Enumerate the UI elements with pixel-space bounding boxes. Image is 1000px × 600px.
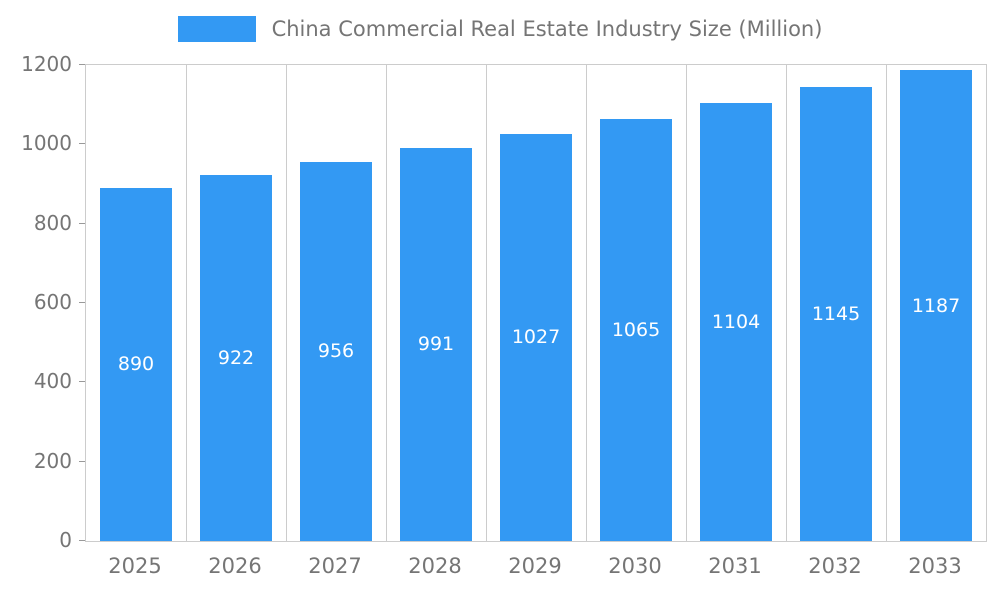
bar-value-label: 991 [417, 333, 455, 356]
x-axis-tick-label: 2030 [608, 554, 662, 578]
gridline-vertical [185, 65, 187, 541]
bar-value-label: 922 [217, 347, 255, 370]
y-axis-tick-mark [79, 381, 85, 383]
y-axis-tick-mark [79, 460, 85, 462]
bar-slot: 1065 [586, 65, 686, 541]
x-axis-tick-label: 2029 [508, 554, 562, 578]
gridline-vertical [585, 65, 587, 541]
bar-value-label: 1104 [711, 311, 761, 334]
bar-value-label: 1145 [811, 302, 861, 325]
x-axis-tick-label: 2028 [408, 554, 462, 578]
gridline-vertical [685, 65, 687, 541]
bar-value-label: 1027 [511, 326, 561, 349]
y-axis-tick-mark [79, 143, 85, 145]
y-axis-tick-label: 0 [59, 528, 72, 552]
bar-slot: 956 [286, 65, 386, 541]
gridline-vertical [485, 65, 487, 541]
legend-swatch [177, 16, 256, 42]
bar-value-label: 890 [117, 353, 155, 376]
bar-slot: 922 [186, 65, 286, 541]
bar-slot: 991 [386, 65, 486, 541]
y-axis-tick-label: 600 [33, 290, 72, 314]
bar[interactable]: 1145 [800, 86, 872, 541]
x-axis-tick-label: 2033 [908, 554, 962, 578]
x-axis-tick-label: 2032 [808, 554, 862, 578]
x-axis-tick-label: 2025 [108, 554, 162, 578]
bar[interactable]: 1187 [900, 70, 972, 541]
x-axis-tick-label: 2027 [308, 554, 362, 578]
bar[interactable]: 890 [100, 187, 172, 541]
chart-title: China Commercial Real Estate Industry Si… [271, 17, 823, 41]
bar-value-label: 1187 [911, 294, 961, 317]
y-axis-tick-mark [79, 302, 85, 303]
bar-value-label: 1065 [611, 318, 661, 341]
bar-slot: 890 [86, 65, 186, 541]
gridline-vertical [785, 65, 787, 541]
bar-slot: 1187 [886, 65, 986, 541]
gridline-vertical [285, 65, 287, 541]
y-axis-tick-mark [79, 222, 85, 224]
bar-value-label: 956 [317, 340, 355, 363]
y-axis-tick-label: 1000 [21, 131, 72, 156]
chart-legend: China Commercial Real Estate Industry Si… [0, 16, 1000, 42]
bar[interactable]: 1065 [600, 118, 672, 541]
y-axis-tick-label: 1200 [21, 52, 72, 76]
y-axis-tick-label: 200 [33, 448, 72, 473]
gridline-vertical [885, 65, 887, 541]
y-axis-tick-label: 400 [33, 369, 72, 394]
y-axis-tick-mark [79, 64, 85, 65]
bar-slot: 1027 [486, 65, 586, 541]
y-axis-tick-label: 800 [33, 210, 72, 235]
bar[interactable]: 1027 [500, 133, 572, 541]
plot-area: 890 922 956 991 1027 1065 1104 1145 1187 [85, 64, 987, 542]
gridline-vertical [385, 65, 387, 541]
bar[interactable]: 922 [200, 175, 272, 541]
bar[interactable]: 1104 [700, 103, 772, 541]
bar[interactable]: 956 [300, 161, 372, 541]
bar[interactable]: 991 [400, 147, 472, 541]
y-axis-tick-mark [79, 540, 85, 541]
x-axis-tick-label: 2026 [208, 554, 262, 578]
bar-slot: 1104 [686, 65, 786, 541]
bar-slot: 1145 [786, 65, 886, 541]
x-axis-tick-label: 2031 [708, 554, 762, 578]
